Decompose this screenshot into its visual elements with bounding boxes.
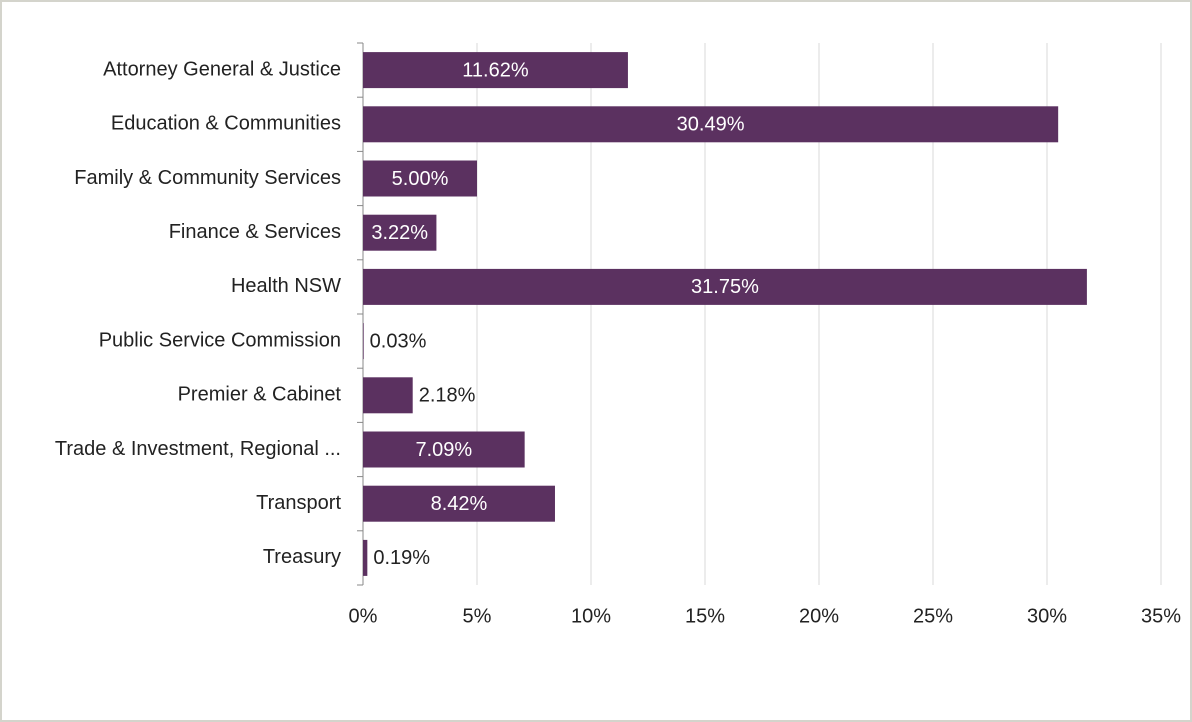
data-label: 3.22%	[371, 222, 428, 244]
bar	[363, 539, 368, 576]
x-tick-label: 5%	[463, 605, 492, 627]
data-label: 30.49%	[677, 114, 745, 136]
bar	[363, 160, 477, 197]
x-tick-label: 10%	[571, 605, 611, 627]
data-label: 5.00%	[392, 168, 449, 190]
data-label: 8.42%	[431, 493, 488, 515]
x-tick-label: 30%	[1027, 605, 1067, 627]
bar	[363, 323, 364, 360]
data-label: 7.09%	[415, 439, 472, 461]
bar	[363, 214, 437, 251]
bar	[363, 377, 413, 414]
bar	[363, 52, 628, 89]
bar	[363, 268, 1087, 305]
y-tick-label: Family & Community Services	[74, 167, 341, 189]
x-tick-label: 15%	[685, 605, 725, 627]
y-tick-label: Public Service Commission	[99, 329, 341, 351]
bar	[363, 485, 555, 522]
y-tick-label: Transport	[256, 492, 341, 514]
x-tick-label: 35%	[1141, 605, 1181, 627]
data-label: 0.03%	[370, 330, 427, 352]
bar	[363, 106, 1059, 143]
y-tick-label: Education & Communities	[111, 113, 341, 135]
x-tick-label: 0%	[349, 605, 378, 627]
data-label: 2.18%	[419, 385, 476, 407]
x-tick-label: 25%	[913, 605, 953, 627]
x-tick-label: 20%	[799, 605, 839, 627]
bar	[363, 431, 525, 468]
data-label: 11.62%	[462, 59, 529, 81]
y-tick-label: Premier & Cabinet	[178, 384, 342, 406]
y-tick-label: Health NSW	[231, 275, 341, 297]
y-tick-label: Attorney General & Justice	[103, 58, 341, 80]
y-tick-label: Trade & Investment, Regional ...	[55, 438, 341, 460]
data-label: 0.19%	[373, 547, 430, 569]
y-tick-label: Finance & Services	[169, 221, 341, 243]
data-label: 31.75%	[691, 276, 759, 298]
y-tick-label: Treasury	[263, 546, 341, 568]
